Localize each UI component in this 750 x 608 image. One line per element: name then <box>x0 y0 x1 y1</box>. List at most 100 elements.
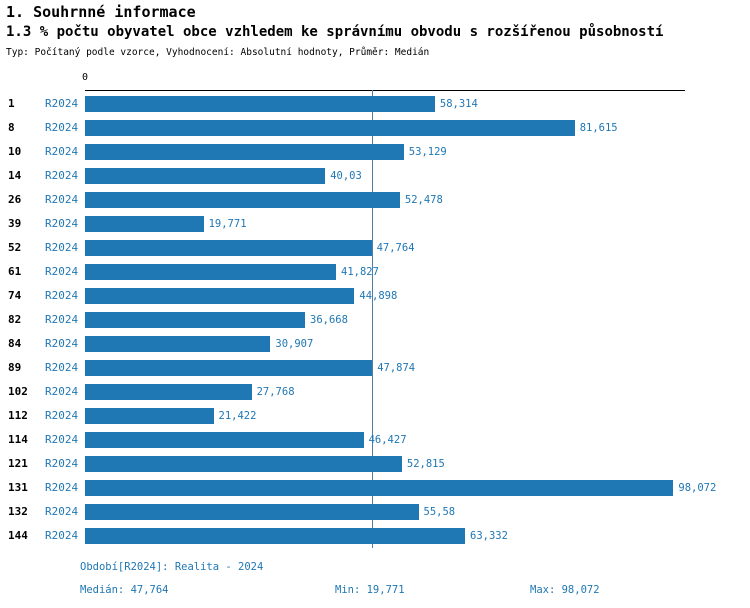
bar-chart: 0 1 R2024 58,314 8 R2024 81,615 10 R2024 53,129 1… <box>0 72 750 548</box>
bar-value-label: 41,827 <box>341 266 379 278</box>
row-rank-label: 26 <box>8 193 22 206</box>
row-series-label: R2024 <box>45 385 79 398</box>
bar-value-label: 63,332 <box>470 530 508 542</box>
chart-row: 8 R2024 81,615 <box>0 116 750 140</box>
chart-row: 74 R2024 44,898 <box>0 284 750 308</box>
bar-value-label: 47,874 <box>377 362 416 374</box>
bar <box>85 480 674 496</box>
bar <box>85 96 435 112</box>
bar <box>85 240 372 256</box>
chart-row: 39 R2024 19,771 <box>0 212 750 236</box>
median-line <box>371 90 373 548</box>
bar <box>85 384 252 400</box>
max-stat: Max: 98,072 <box>530 584 600 596</box>
row-rank-label: 52 <box>8 241 22 254</box>
bar-value-label: 40,03 <box>330 170 362 182</box>
bar-value-label: 46,427 <box>368 434 407 446</box>
row-rank-label: 61 <box>8 265 22 278</box>
bar <box>85 312 305 328</box>
bar-value-label: 58,314 <box>439 98 478 110</box>
row-rank-label: 1 <box>8 97 15 110</box>
chart-row: 61 R2024 41,827 <box>0 260 750 284</box>
row-rank-label: 102 <box>8 385 28 398</box>
row-series-label: R2024 <box>45 241 79 254</box>
bar <box>85 456 402 472</box>
chart-row: 84 R2024 30,907 <box>0 332 750 356</box>
median-stat: Medián: 47,764 <box>80 584 169 596</box>
bar <box>85 360 373 376</box>
bar <box>85 192 400 208</box>
row-series-label: R2024 <box>45 169 79 182</box>
bar-value-label: 36,668 <box>310 314 348 326</box>
period-label: Období[R2024]: Realita - 2024 <box>80 561 264 573</box>
chart-row: 82 R2024 36,668 <box>0 308 750 332</box>
bar-value-label: 21,422 <box>218 410 257 422</box>
bar <box>85 408 214 424</box>
row-series-label: R2024 <box>45 433 79 446</box>
row-rank-label: 10 <box>8 145 22 158</box>
bar-value-label: 19,771 <box>208 218 247 230</box>
row-rank-label: 112 <box>8 409 28 422</box>
bar <box>85 120 575 136</box>
row-series-label: R2024 <box>45 457 79 470</box>
row-rank-label: 14 <box>8 169 22 182</box>
row-series-label: R2024 <box>45 529 79 542</box>
row-rank-label: 74 <box>8 289 22 302</box>
chart-row: 26 R2024 52,478 <box>0 188 750 212</box>
chart-row: 121 R2024 52,815 <box>0 452 750 476</box>
chart-row: 144 R2024 63,332 <box>0 524 750 548</box>
bar <box>85 264 336 280</box>
chart-row: 132 R2024 55,58 <box>0 500 750 524</box>
chart-row: 112 R2024 21,422 <box>0 404 750 428</box>
row-series-label: R2024 <box>45 145 79 158</box>
row-rank-label: 132 <box>8 505 28 518</box>
chart-row: 10 R2024 53,129 <box>0 140 750 164</box>
row-series-label: R2024 <box>45 97 79 110</box>
chart-meta: Typ: Počítaný podle vzorce, Vyhodnocení:… <box>6 47 430 58</box>
x-axis-line <box>85 90 685 91</box>
row-series-label: R2024 <box>45 361 79 374</box>
bar <box>85 504 419 520</box>
bar-value-label: 98,072 <box>678 482 717 494</box>
chart-row: 1 R2024 58,314 <box>0 92 750 116</box>
row-rank-label: 89 <box>8 361 22 374</box>
row-rank-label: 114 <box>8 433 28 446</box>
bar-value-label: 52,478 <box>404 194 443 206</box>
bar-value-label: 52,815 <box>406 458 445 470</box>
bar-value-label: 81,615 <box>579 122 618 134</box>
chart-row: 89 R2024 47,874 <box>0 356 750 380</box>
row-rank-label: 39 <box>8 217 22 230</box>
bar-value-label: 53,129 <box>408 146 447 158</box>
bar <box>85 216 204 232</box>
chart-row: 131 R2024 98,072 <box>0 476 750 500</box>
row-series-label: R2024 <box>45 409 79 422</box>
indicator-title: 1.3 % počtu obyvatel obce vzhledem ke sp… <box>6 24 664 40</box>
chart-row: 114 R2024 46,427 <box>0 428 750 452</box>
row-series-label: R2024 <box>45 121 79 134</box>
row-series-label: R2024 <box>45 481 79 494</box>
bar-value-label: 27,768 <box>256 386 295 398</box>
bar <box>85 168 326 184</box>
bar <box>85 336 271 352</box>
row-rank-label: 82 <box>8 313 22 326</box>
chart-row: 102 R2024 27,768 <box>0 380 750 404</box>
bar-value-label: 30,907 <box>275 338 314 350</box>
row-rank-label: 84 <box>8 337 22 350</box>
row-rank-label: 144 <box>8 529 28 542</box>
bar <box>85 432 364 448</box>
row-rank-label: 131 <box>8 481 28 494</box>
row-series-label: R2024 <box>45 337 79 350</box>
bar-value-label: 55,58 <box>423 506 456 518</box>
row-series-label: R2024 <box>45 505 79 518</box>
row-rank-label: 121 <box>8 457 28 470</box>
row-series-label: R2024 <box>45 265 79 278</box>
row-rank-label: 8 <box>8 121 15 134</box>
row-series-label: R2024 <box>45 289 79 302</box>
bar <box>85 144 404 160</box>
row-series-label: R2024 <box>45 313 79 326</box>
x-axis-zero-label: 0 <box>82 72 89 83</box>
section-title: 1. Souhrnné informace <box>6 3 196 21</box>
bar-value-label: 44,898 <box>359 290 398 302</box>
row-series-label: R2024 <box>45 193 79 206</box>
